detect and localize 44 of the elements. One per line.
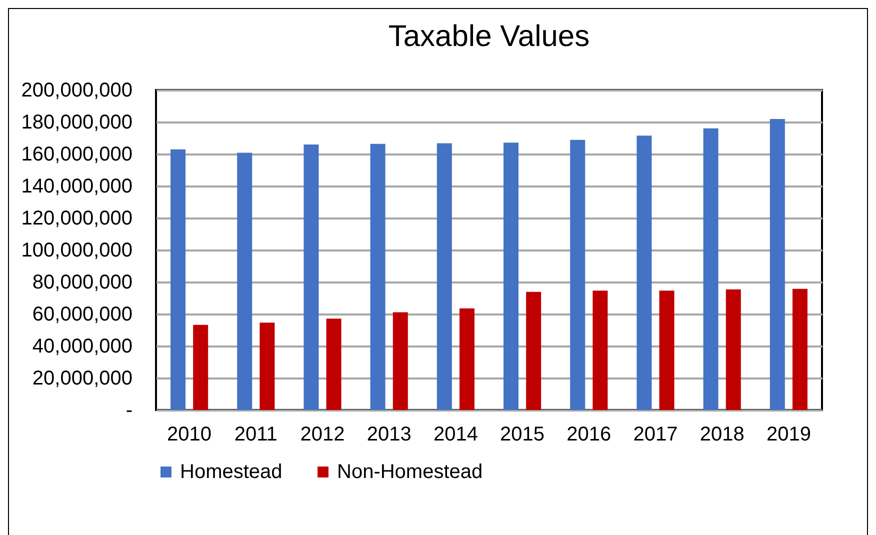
bar [170, 149, 186, 410]
y-tick-label: 100,000,000 [21, 240, 132, 262]
x-tick-label: 2017 [633, 424, 678, 446]
x-tick-label: 2012 [300, 424, 345, 446]
legend-label: Non-Homestead [337, 461, 483, 483]
bar [526, 292, 542, 410]
y-tick-label: 160,000,000 [21, 144, 132, 166]
y-tick-label: 140,000,000 [21, 176, 132, 198]
x-tick-label: 2014 [433, 424, 478, 446]
bar [792, 288, 808, 410]
y-tick-label: 20,000,000 [32, 368, 132, 390]
bar [237, 152, 252, 410]
y-tick-label: 200,000,000 [21, 80, 132, 102]
bar [392, 312, 408, 410]
bar [770, 118, 785, 410]
x-tick-label: 2015 [500, 424, 545, 446]
chart-title: Taxable Values [388, 20, 590, 53]
bar [703, 128, 718, 410]
bar [193, 324, 208, 410]
bar [659, 290, 674, 410]
x-tick-label: 2011 [234, 424, 278, 446]
y-tick-label: 40,000,000 [32, 336, 132, 358]
y-tick-label: - [126, 400, 132, 422]
bar [726, 289, 741, 410]
bar [636, 136, 652, 410]
bar [459, 308, 474, 410]
bar [504, 142, 519, 410]
y-tick-label: 80,000,000 [32, 272, 132, 294]
bar [592, 290, 608, 410]
bar [260, 322, 275, 410]
x-tick-label: 2013 [366, 424, 412, 446]
bar [370, 144, 386, 410]
legend-label: Homestead [180, 461, 282, 483]
bar [570, 140, 586, 410]
bar [436, 143, 452, 410]
y-tick-label: 180,000,000 [21, 112, 132, 134]
x-tick-label: 2018 [700, 424, 744, 446]
y-tick-label: 120,000,000 [21, 208, 132, 230]
x-tick-label: 2010 [167, 424, 212, 446]
y-tick-label: 60,000,000 [32, 304, 132, 326]
bar [304, 144, 319, 410]
x-tick-label: 2016 [566, 424, 612, 446]
bar [326, 318, 342, 410]
x-tick-label: 2019 [766, 424, 811, 446]
